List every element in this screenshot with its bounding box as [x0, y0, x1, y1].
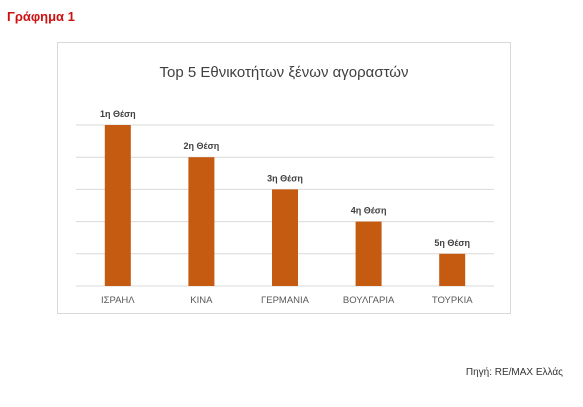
x-tick-label: ΒΟΥΛΓΑΡΙΑ: [343, 295, 395, 306]
bar: [188, 157, 215, 286]
x-tick-label: ΙΣΡΑΗΛ: [101, 295, 135, 306]
bar: [104, 125, 131, 286]
data-label: 3η Θέση: [267, 173, 303, 183]
data-label: 5η Θέση: [434, 238, 470, 248]
data-labels: 1η Θέση 2η Θέση 3η Θέση 4η Θέση 5η Θέση: [100, 109, 470, 248]
bar: [355, 221, 382, 286]
x-tick-label: ΤΟΥΡΚΙΑ: [432, 295, 473, 306]
source-note: Πηγή: RE/MAX Ελλάς: [465, 367, 563, 378]
x-tick-label: ΚΙΝΑ: [190, 295, 213, 306]
bar: [272, 189, 298, 286]
bar-chart: Top 5 Εθνικοτήτων ξένων αγοραστών 1η Θέσ…: [76, 64, 494, 306]
data-label: 4η Θέση: [351, 206, 387, 216]
bar: [439, 253, 466, 286]
bars: [104, 125, 466, 286]
data-label: 2η Θέση: [184, 141, 220, 151]
chart-frame: Top 5 Εθνικοτήτων ξένων αγοραστών 1η Θέσ…: [57, 42, 511, 314]
data-label: 1η Θέση: [100, 109, 136, 119]
x-axis-tick-labels: ΙΣΡΑΗΛ ΚΙΝΑ ΓΕΡΜΑΝΙΑ ΒΟΥΛΓΑΡΙΑ ΤΟΥΡΚΙΑ: [101, 295, 473, 306]
figure-label: Γράφημα 1: [7, 9, 75, 24]
chart-title: Top 5 Εθνικοτήτων ξένων αγοραστών: [159, 64, 408, 81]
x-tick-label: ΓΕΡΜΑΝΙΑ: [261, 295, 310, 306]
